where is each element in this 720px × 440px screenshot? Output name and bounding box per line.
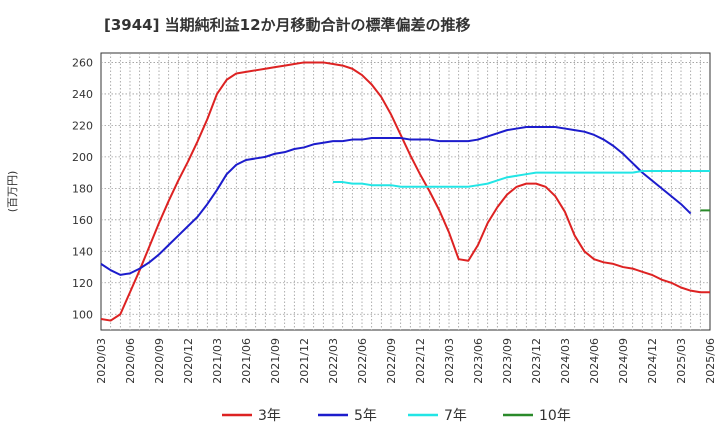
legend-label: 10年 <box>539 408 571 424</box>
chart-title: [3944] 当期純利益12か月移動合計の標準偏差の推移 <box>104 16 471 34</box>
series-line-7年 <box>333 170 710 188</box>
y-axis: 100 120 140 160 180 200 220 240 260 (百万円) <box>6 56 93 321</box>
x-axis: 2020/03 2020/06 2020/09 2020/12 2021/03 2021/… <box>95 338 717 384</box>
plot-area <box>100 52 711 331</box>
x-tick-label: 2023/03 <box>443 338 456 384</box>
series-line-5年 <box>100 125 692 276</box>
x-tick-label: 2023/09 <box>501 338 514 384</box>
x-tick-label: 2021/12 <box>298 338 311 384</box>
x-tick-label: 2024/12 <box>646 338 659 384</box>
x-tick-label: 2022/09 <box>385 338 398 384</box>
series-layer <box>100 61 710 322</box>
y-tick-label: 120 <box>72 277 93 290</box>
y-tick-label: 260 <box>72 56 93 69</box>
x-tick-label: 2021/06 <box>240 338 253 384</box>
y-tick-label: 220 <box>72 119 93 132</box>
y-tick-label: 180 <box>72 182 93 195</box>
y-tick-label: 200 <box>72 151 93 164</box>
x-tick-label: 2022/12 <box>414 338 427 384</box>
plot-frame <box>100 52 711 331</box>
x-tick-label: 2025/03 <box>675 338 688 384</box>
x-tick-label: 2020/03 <box>95 338 108 384</box>
x-tick-label: 2020/06 <box>124 338 137 384</box>
x-tick-label: 2021/03 <box>211 338 224 384</box>
x-tick-label: 2021/09 <box>269 338 282 384</box>
x-tick-label: 2024/03 <box>559 338 572 384</box>
x-tick-label: 2022/06 <box>356 338 369 384</box>
legend-label: 3年 <box>258 408 281 424</box>
legend-label: 5年 <box>354 408 377 424</box>
x-tick-label: 2025/06 <box>704 338 717 384</box>
x-tick-label: 2024/06 <box>588 338 601 384</box>
x-tick-label: 2020/09 <box>153 338 166 384</box>
x-tick-label: 2023/06 <box>472 338 485 384</box>
x-tick-label: 2020/12 <box>182 338 195 384</box>
y-tick-label: 100 <box>72 308 93 321</box>
x-tick-label: 2024/09 <box>617 338 630 384</box>
legend-label: 7年 <box>444 408 467 424</box>
y-tick-label: 160 <box>72 214 93 227</box>
y-tick-label: 240 <box>72 88 93 101</box>
x-tick-label: 2023/12 <box>530 338 543 384</box>
series-line-3年 <box>100 61 710 322</box>
y-tick-label: 140 <box>72 245 93 258</box>
legend: 3年 5年 7年 10年 <box>222 408 571 424</box>
y-axis-label: (百万円) <box>6 171 19 213</box>
x-tick-label: 2022/03 <box>327 338 340 384</box>
